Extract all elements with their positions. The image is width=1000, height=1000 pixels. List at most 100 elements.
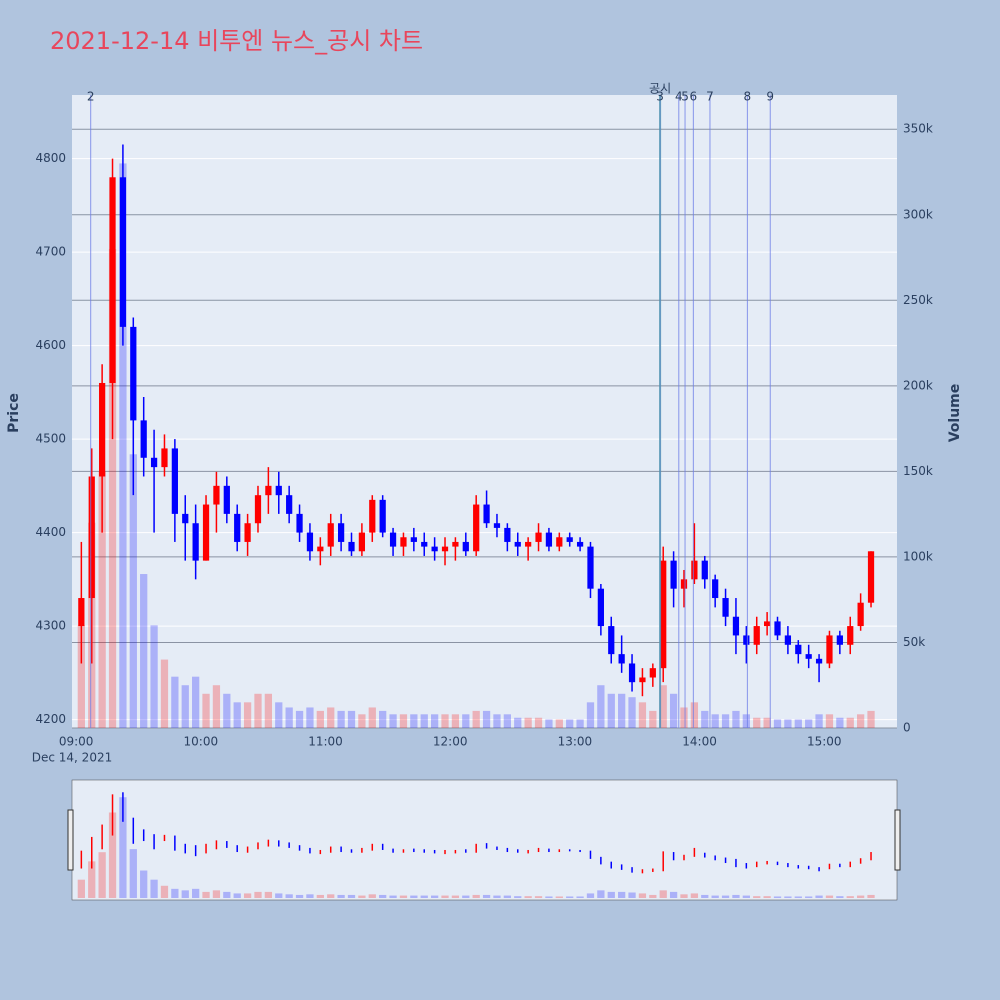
candle-body bbox=[306, 532, 314, 552]
volume-bar bbox=[358, 714, 366, 728]
candle-body bbox=[296, 513, 303, 533]
slider-volume-bar bbox=[721, 895, 730, 898]
slider-volume-bar bbox=[815, 895, 823, 898]
y-axis-title: Price bbox=[6, 393, 22, 433]
volume-bar bbox=[493, 714, 501, 728]
volume-bar bbox=[451, 714, 460, 728]
volume-bar bbox=[192, 676, 200, 728]
volume-bar bbox=[410, 714, 418, 728]
x-tick-label: 13:00 bbox=[558, 735, 593, 749]
slider-volume-bar bbox=[347, 894, 356, 898]
candle-body bbox=[317, 546, 324, 552]
slider-volume-bar bbox=[223, 891, 231, 898]
slider-volume-bar bbox=[846, 896, 854, 898]
candle-body bbox=[202, 504, 210, 561]
slider-volume-bar bbox=[753, 896, 761, 898]
x-tick-label: 12:00 bbox=[433, 735, 468, 749]
volume-bar bbox=[846, 717, 854, 728]
volume-bar bbox=[129, 454, 137, 728]
slider-volume-bar bbox=[98, 852, 106, 898]
event-label: 6 bbox=[690, 90, 698, 104]
candle-body bbox=[743, 635, 750, 645]
slider-volume-bar bbox=[472, 894, 480, 898]
slider-volume-bar bbox=[576, 896, 584, 898]
volume-bar bbox=[680, 707, 688, 728]
slider-volume-bar bbox=[140, 870, 148, 898]
volume-bar bbox=[420, 714, 428, 728]
slider-handle[interactable] bbox=[894, 809, 901, 871]
candle-body bbox=[587, 546, 594, 589]
event-label: 2 bbox=[87, 90, 95, 104]
slider-volume-bar bbox=[503, 895, 511, 898]
volume-bar bbox=[607, 693, 615, 728]
volume-bar bbox=[524, 717, 532, 728]
candle-body bbox=[504, 527, 511, 542]
slider-volume-bar bbox=[451, 895, 460, 898]
candle-body bbox=[576, 541, 584, 547]
slider-volume-bar bbox=[379, 894, 387, 898]
slider-volume-bar bbox=[732, 894, 740, 898]
candle-body bbox=[722, 598, 729, 617]
candle-body bbox=[223, 485, 230, 514]
candle-body bbox=[628, 663, 636, 683]
volume-bar bbox=[368, 707, 376, 728]
candle-body bbox=[670, 560, 677, 589]
slider-volume-bar bbox=[524, 896, 532, 898]
plot-area bbox=[72, 95, 897, 728]
volume-bar bbox=[98, 471, 106, 728]
slider-volume-bar bbox=[690, 893, 699, 898]
y-tick-label: 4400 bbox=[35, 525, 66, 539]
candle-body bbox=[535, 532, 542, 542]
volume-bar bbox=[794, 719, 802, 728]
candle-body bbox=[275, 485, 282, 496]
candle-body bbox=[462, 541, 469, 552]
candle-body bbox=[234, 513, 241, 542]
slider-volume-bar bbox=[295, 894, 304, 898]
slider-handle[interactable] bbox=[67, 809, 74, 871]
slider-volume-bar bbox=[212, 890, 221, 898]
slider-volume-bar bbox=[389, 895, 397, 898]
slider-volume-bar bbox=[638, 893, 647, 898]
volume-bar bbox=[503, 714, 511, 728]
candle-body bbox=[88, 476, 95, 599]
event-label: 공시 bbox=[649, 82, 671, 96]
slider-volume-bar bbox=[555, 896, 563, 898]
slider-volume-bar bbox=[129, 849, 137, 898]
volume-bar bbox=[618, 693, 626, 728]
range-slider bbox=[71, 779, 898, 901]
slider-volume-bar bbox=[192, 888, 200, 898]
volume-bar bbox=[441, 714, 449, 728]
y2-tick-label: 350k bbox=[903, 122, 933, 136]
x-tick-label: 09:00 bbox=[59, 735, 94, 749]
volume-bar bbox=[815, 714, 823, 728]
volume-bar bbox=[867, 710, 875, 728]
volume-bar bbox=[514, 717, 522, 728]
volume-bar bbox=[275, 702, 283, 728]
slider-volume-bar bbox=[316, 894, 324, 898]
slider-volume-bar bbox=[680, 894, 688, 898]
candle-body bbox=[410, 537, 417, 542]
slider-volume-bar bbox=[607, 891, 615, 898]
candle-body bbox=[192, 523, 199, 561]
candle-body bbox=[119, 177, 127, 327]
volume-bar bbox=[316, 710, 324, 728]
candle-body bbox=[286, 495, 293, 514]
candle-body bbox=[608, 626, 615, 655]
slider-volume-bar bbox=[399, 895, 408, 898]
slider-volume-bar bbox=[119, 797, 127, 898]
candle-body bbox=[337, 523, 345, 542]
candle-body bbox=[712, 579, 719, 599]
volume-bar bbox=[233, 702, 241, 728]
candle-body bbox=[826, 635, 833, 664]
volume-bar bbox=[721, 714, 730, 728]
volume-bar bbox=[160, 659, 169, 728]
candle-body bbox=[867, 551, 875, 603]
candle-body bbox=[805, 654, 812, 659]
slider-volume-bar bbox=[410, 895, 418, 898]
candle-body bbox=[348, 541, 355, 552]
slider-volume-bar bbox=[358, 895, 366, 898]
candle-body bbox=[691, 560, 698, 580]
volume-bar bbox=[805, 719, 813, 728]
candle-body bbox=[327, 523, 334, 547]
